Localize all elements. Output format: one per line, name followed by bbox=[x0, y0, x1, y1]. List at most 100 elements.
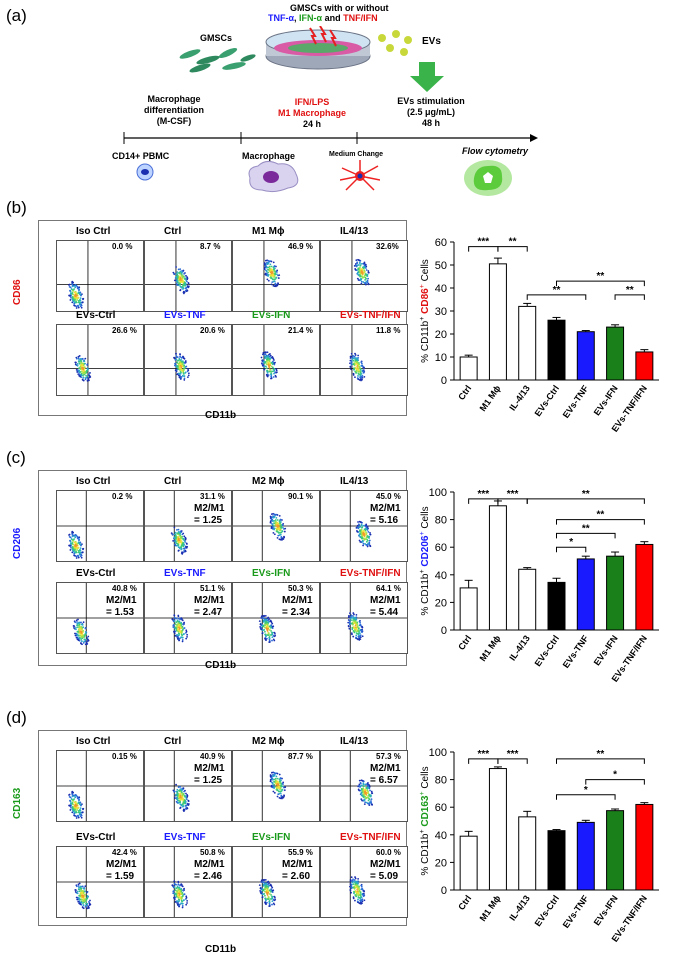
bar bbox=[576, 821, 595, 891]
bar bbox=[488, 263, 507, 381]
y-tick-label: 40 bbox=[435, 570, 447, 582]
flow-plot bbox=[320, 846, 408, 918]
flow-plot-title: EVs-TNF/IFN bbox=[340, 832, 401, 843]
significance-label: *** bbox=[477, 489, 489, 500]
flow-plot-title: M2 Mϕ bbox=[252, 736, 285, 747]
flow-plot-title: Iso Ctrl bbox=[76, 226, 111, 237]
flow-event-cloud bbox=[68, 790, 85, 819]
bar bbox=[576, 558, 595, 631]
flow-plot-m2-m1-ratio: M2/M1 = 1.59 bbox=[106, 859, 137, 882]
flow-scatter bbox=[321, 847, 407, 917]
panel-d-x-marker: CD11b bbox=[205, 944, 237, 955]
flow-plot-percentage: 46.9 % bbox=[288, 242, 313, 251]
flow-plot bbox=[320, 490, 408, 562]
flow-plot bbox=[320, 324, 408, 396]
x-tick-label: IL-4/13 bbox=[507, 633, 532, 662]
flow-plot bbox=[232, 490, 320, 562]
bar bbox=[518, 568, 537, 631]
panel-c-bar-chart: 0 20 40 60 80 100 % CD11b+ CD206+ Cells Ctrl M1 … bbox=[419, 487, 659, 684]
flow-plot-percentage: 32.6% bbox=[376, 242, 399, 251]
significance-label: * bbox=[584, 785, 588, 796]
evs-label: EVs bbox=[422, 36, 441, 47]
macrophage-label: Macrophage bbox=[242, 151, 296, 161]
flow-event-cloud bbox=[68, 280, 85, 309]
flow-plot bbox=[320, 582, 408, 654]
significance-label: * bbox=[613, 770, 617, 781]
significance-bracket bbox=[556, 280, 645, 287]
macrophage-cell-icon bbox=[248, 160, 299, 193]
flow-plot bbox=[144, 240, 232, 312]
significance-label: * bbox=[569, 537, 573, 548]
flow-scatter bbox=[321, 583, 407, 653]
y-axis-label: % CD11b+ CD86+ Cells bbox=[419, 259, 431, 363]
flow-plot bbox=[232, 750, 320, 822]
x-tick-label: M1 Mϕ bbox=[478, 893, 503, 923]
flow-plot-m2-m1-ratio: M2/M1 = 5.16 bbox=[370, 503, 401, 526]
flow-cytometry-label: Flow cytometry bbox=[462, 146, 529, 156]
x-tick-label: EVs-Ctrl bbox=[533, 893, 562, 928]
y-tick-label: 50 bbox=[435, 260, 447, 272]
panel-c-label: (c) bbox=[6, 448, 26, 467]
flow-plot bbox=[232, 324, 320, 396]
flow-plot-title: EVs-TNF/IFN bbox=[340, 310, 401, 321]
flow-plot-title: M2 Mϕ bbox=[252, 476, 285, 487]
x-tick-label: EVs-TNF bbox=[561, 893, 591, 930]
panel-a-label: (a) bbox=[6, 6, 27, 25]
flow-event-cloud bbox=[269, 771, 287, 800]
flow-scatter bbox=[233, 241, 319, 311]
y-tick-label: 60 bbox=[435, 237, 447, 249]
significance-bracket bbox=[556, 758, 645, 764]
significance-label: ** bbox=[582, 489, 590, 500]
flow-event-cloud bbox=[258, 878, 277, 907]
flow-plot bbox=[56, 490, 144, 562]
significance-bracket bbox=[556, 532, 616, 539]
flow-plot-title: EVs-Ctrl bbox=[76, 310, 116, 321]
macrophage-differentiation-label: Macrophage differentiation (M-CSF) bbox=[144, 94, 204, 126]
flow-event-cloud bbox=[258, 614, 277, 643]
significance-bracket bbox=[497, 758, 528, 764]
flow-plot bbox=[144, 582, 232, 654]
flow-plot-title: Ctrl bbox=[164, 476, 182, 487]
flow-scatter bbox=[57, 491, 143, 561]
bar bbox=[606, 555, 625, 631]
gmscs-with-without: GMSCs with or without bbox=[290, 3, 389, 13]
flow-event-cloud bbox=[74, 355, 92, 382]
significance-label: *** bbox=[477, 749, 489, 760]
flow-event-cloud bbox=[260, 351, 278, 380]
significance-bracket bbox=[526, 294, 587, 300]
x-tick-label: EVs-TNF bbox=[561, 633, 591, 670]
significance-label: *** bbox=[477, 237, 489, 248]
significance-bracket bbox=[585, 779, 645, 785]
panel-b-x-marker: CD11b bbox=[205, 410, 237, 421]
flow-plot-title: EVs-TNF/IFN bbox=[340, 568, 401, 579]
significance-label: ** bbox=[553, 285, 561, 296]
bar bbox=[635, 543, 654, 631]
flow-scatter bbox=[145, 847, 231, 917]
flow-plot-percentage: 50.8 % bbox=[200, 848, 225, 857]
x-tick-label: M1 Mϕ bbox=[478, 633, 503, 663]
flow-scatter bbox=[233, 583, 319, 653]
x-tick-label: EVs-TNF bbox=[561, 383, 591, 420]
x-tick-label: Ctrl bbox=[456, 893, 473, 911]
flow-plot-m2-m1-ratio: M2/M1 = 2.60 bbox=[282, 859, 313, 882]
x-tick-label: EVs-Ctrl bbox=[533, 633, 562, 668]
flow-plot bbox=[144, 750, 232, 822]
bar bbox=[547, 581, 566, 631]
flow-scatter bbox=[57, 583, 143, 653]
panel-b-flow-frame bbox=[38, 220, 407, 416]
flow-event-cloud bbox=[357, 779, 374, 806]
medium-change-label: Medium Change bbox=[329, 151, 384, 158]
y-axis-label: % CD11b+ CD206+ Cells bbox=[419, 506, 431, 615]
gmscs-label: GMSCs bbox=[200, 33, 233, 43]
flow-plot bbox=[232, 582, 320, 654]
flow-scatter bbox=[145, 491, 231, 561]
flow-plot-m2-m1-ratio: M2/M1 = 2.47 bbox=[194, 595, 225, 618]
panel-d-flow-frame bbox=[38, 730, 407, 926]
flow-plot-percentage: 51.1 % bbox=[200, 584, 225, 593]
flow-plot bbox=[144, 324, 232, 396]
m1-stimulation-label: IFN/LPS M1 Macrophage 24 h bbox=[277, 97, 346, 129]
flow-plot bbox=[56, 240, 144, 312]
bar bbox=[459, 835, 478, 891]
significance-bracket bbox=[526, 498, 645, 504]
y-axis-label: % CD11b+ CD163+ Cells bbox=[419, 766, 431, 875]
